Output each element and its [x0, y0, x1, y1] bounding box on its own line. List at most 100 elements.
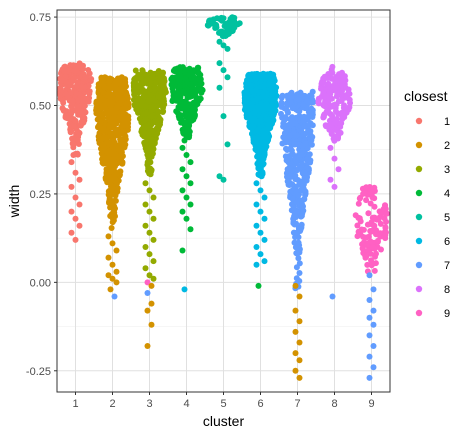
- data-point: [109, 219, 116, 226]
- data-point: [146, 229, 153, 236]
- data-point: [324, 75, 331, 81]
- data-point: [255, 165, 262, 172]
- data-point: [292, 367, 299, 374]
- data-point: [179, 144, 186, 151]
- data-point: [103, 107, 110, 114]
- data-point: [171, 90, 178, 97]
- legend-title: closest: [404, 88, 448, 104]
- data-point: [100, 141, 107, 148]
- legend-key: [415, 309, 423, 317]
- data-point: [293, 250, 300, 257]
- data-point: [278, 99, 285, 106]
- data-point: [74, 79, 81, 86]
- data-point: [110, 188, 117, 195]
- data-point: [72, 68, 79, 74]
- data-point: [139, 131, 146, 138]
- data-point: [143, 88, 150, 95]
- data-point: [99, 151, 106, 158]
- data-point: [73, 90, 80, 97]
- data-point: [300, 118, 307, 125]
- data-point: [220, 67, 227, 74]
- data-point: [295, 255, 302, 262]
- data-point: [105, 272, 112, 279]
- data-point: [109, 158, 116, 165]
- data-point: [261, 258, 268, 265]
- x-tick-label: 8: [331, 398, 337, 410]
- data-point: [374, 237, 381, 244]
- data-point: [288, 89, 295, 96]
- data-point: [363, 184, 370, 191]
- data-point: [285, 126, 292, 133]
- data-point: [135, 109, 142, 116]
- data-point: [292, 328, 299, 335]
- data-point: [114, 86, 121, 93]
- data-point: [363, 197, 370, 204]
- data-point: [75, 62, 82, 69]
- data-point: [315, 100, 322, 107]
- data-point: [382, 224, 389, 231]
- data-point: [296, 339, 303, 346]
- legend-key: [415, 261, 423, 269]
- data-point: [352, 212, 359, 219]
- data-point: [354, 222, 361, 229]
- data-point: [371, 184, 378, 191]
- data-point: [183, 215, 190, 222]
- data-point: [213, 22, 220, 29]
- data-point: [219, 17, 225, 24]
- data-point: [345, 106, 352, 113]
- legend-label: 7: [444, 260, 450, 272]
- data-point: [366, 332, 373, 339]
- data-point: [255, 134, 262, 141]
- data-point: [377, 220, 384, 227]
- data-point: [146, 146, 153, 153]
- data-point: [331, 126, 338, 133]
- data-point: [94, 100, 101, 107]
- data-point: [95, 123, 102, 130]
- data-point: [191, 112, 198, 119]
- data-point: [286, 164, 293, 171]
- data-point: [329, 75, 335, 82]
- data-point: [320, 90, 327, 97]
- data-point: [187, 226, 194, 233]
- data-point: [109, 240, 116, 247]
- data-point: [269, 118, 276, 125]
- data-point: [108, 176, 115, 183]
- data-point: [105, 148, 112, 155]
- data-point: [142, 201, 149, 208]
- data-point: [382, 202, 388, 209]
- data-point: [113, 79, 120, 86]
- data-point: [70, 78, 76, 84]
- data-point: [109, 92, 116, 99]
- data-point: [140, 93, 147, 100]
- data-point: [296, 154, 303, 161]
- data-point: [296, 374, 303, 381]
- data-point: [107, 286, 114, 293]
- data-point: [259, 127, 266, 134]
- data-point: [151, 85, 158, 92]
- data-point: [216, 84, 223, 91]
- data-point: [257, 229, 264, 236]
- data-point: [268, 94, 274, 101]
- data-point: [293, 220, 300, 227]
- data-point: [181, 130, 188, 137]
- data-point: [265, 73, 272, 79]
- data-point: [72, 236, 79, 243]
- data-point: [257, 147, 264, 154]
- x-tick-label: 4: [183, 398, 189, 410]
- data-point: [301, 123, 308, 130]
- data-point: [144, 343, 151, 349]
- data-point: [260, 160, 267, 167]
- x-tick-label: 5: [220, 398, 226, 410]
- data-point: [150, 258, 157, 265]
- legend-label: 1: [444, 116, 450, 128]
- data-point: [131, 90, 138, 97]
- data-point: [331, 155, 338, 162]
- data-point: [111, 293, 118, 300]
- data-point: [146, 187, 153, 194]
- data-point: [187, 201, 194, 208]
- data-point: [216, 173, 223, 180]
- data-point: [359, 245, 366, 252]
- data-point: [86, 95, 93, 101]
- data-point: [142, 244, 149, 250]
- data-point: [369, 194, 376, 201]
